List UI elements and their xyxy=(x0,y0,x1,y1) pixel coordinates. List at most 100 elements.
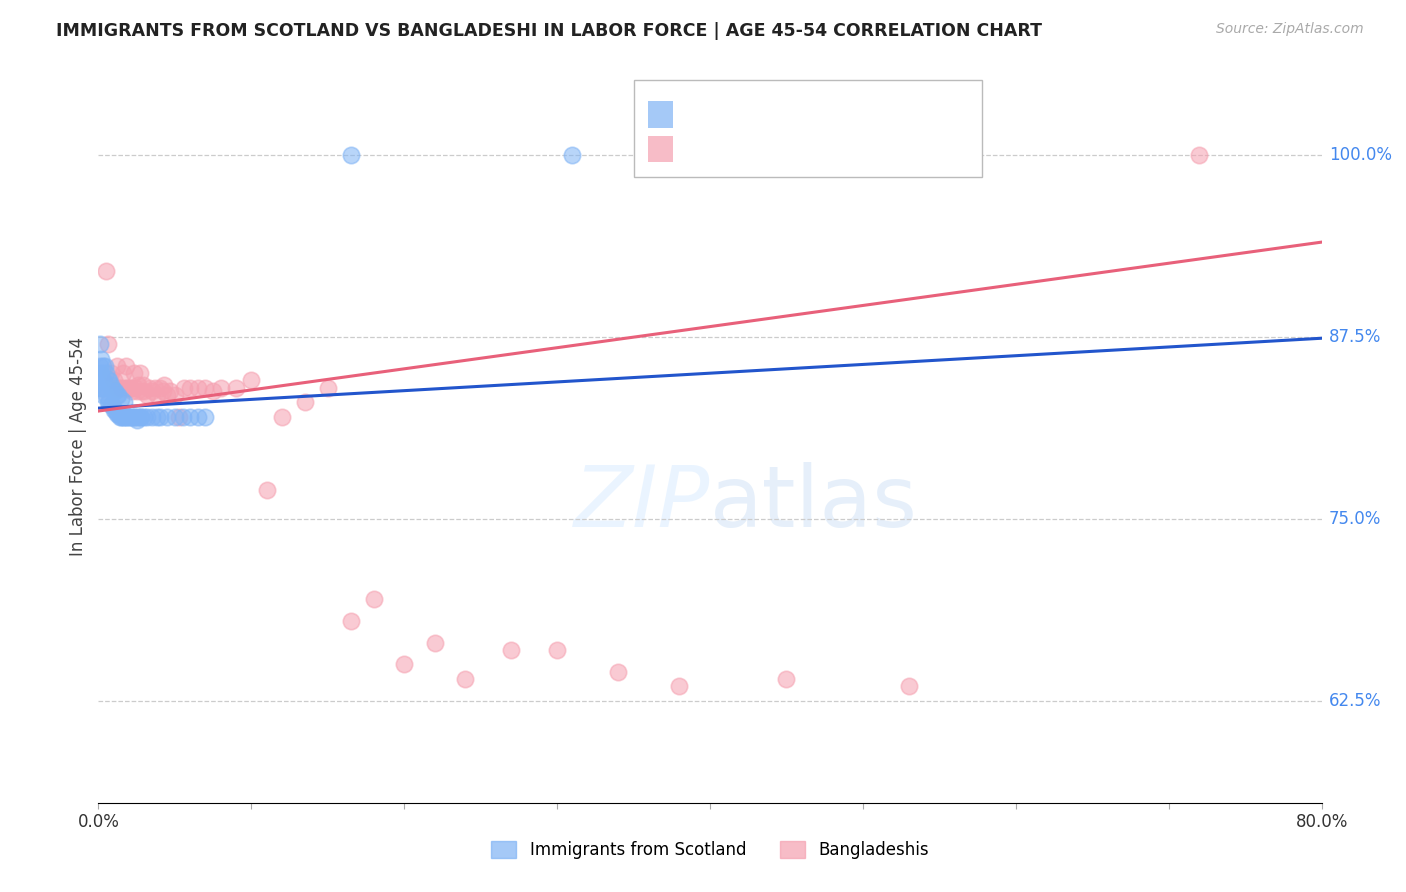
Point xyxy=(93,381,115,395)
Text: 87.5%: 87.5% xyxy=(1329,327,1381,346)
Point xyxy=(546,643,568,657)
Point xyxy=(89,359,111,373)
Point xyxy=(124,381,146,395)
Point xyxy=(138,381,160,395)
Point xyxy=(100,366,122,380)
Point xyxy=(169,409,191,424)
Text: IMMIGRANTS FROM SCOTLAND VS BANGLADESHI IN LABOR FORCE | AGE 45-54 CORRELATION C: IMMIGRANTS FROM SCOTLAND VS BANGLADESHI … xyxy=(56,22,1042,40)
Point xyxy=(112,381,135,395)
Point xyxy=(110,381,132,395)
Y-axis label: In Labor Force | Age 45-54: In Labor Force | Age 45-54 xyxy=(69,336,87,556)
Point xyxy=(103,384,125,398)
Point xyxy=(91,388,114,402)
Point xyxy=(110,392,132,407)
Text: Source: ZipAtlas.com: Source: ZipAtlas.com xyxy=(1216,22,1364,37)
Point xyxy=(173,381,195,395)
Point xyxy=(118,409,141,424)
Point xyxy=(90,366,112,380)
Text: 75.0%: 75.0% xyxy=(1329,510,1381,528)
Text: R =: R = xyxy=(682,106,727,125)
Point xyxy=(94,264,117,278)
Point xyxy=(107,381,129,395)
Point xyxy=(100,398,122,412)
Point xyxy=(179,381,201,395)
Point xyxy=(141,409,163,424)
Point xyxy=(152,384,174,398)
Point xyxy=(897,679,920,693)
Point xyxy=(129,384,152,398)
Point xyxy=(101,398,124,412)
Point xyxy=(561,147,583,161)
Point xyxy=(145,388,167,402)
Point xyxy=(179,409,201,424)
Point xyxy=(112,395,135,409)
Text: atlas: atlas xyxy=(710,461,918,545)
Point xyxy=(89,366,111,380)
Point xyxy=(105,359,128,373)
Point xyxy=(134,384,156,398)
Point xyxy=(136,388,159,402)
Point xyxy=(103,374,125,388)
Point xyxy=(129,409,152,424)
Point xyxy=(363,591,385,606)
Point xyxy=(103,402,125,417)
Point xyxy=(100,377,122,392)
Point xyxy=(115,409,138,424)
Point xyxy=(91,374,114,388)
Point xyxy=(256,483,278,497)
Point xyxy=(194,381,217,395)
Point xyxy=(501,643,523,657)
Point xyxy=(108,409,131,424)
Point xyxy=(90,351,112,366)
Point xyxy=(127,377,149,392)
Text: 61: 61 xyxy=(825,106,851,125)
Point xyxy=(111,409,134,424)
Point xyxy=(107,407,129,421)
Text: 100.0%: 100.0% xyxy=(1329,145,1392,164)
Point xyxy=(121,409,143,424)
Point xyxy=(423,635,446,649)
Point xyxy=(111,366,134,380)
Point xyxy=(454,672,477,686)
Point xyxy=(145,409,167,424)
Point xyxy=(392,657,416,672)
Point xyxy=(153,377,176,392)
Text: R =: R = xyxy=(682,141,727,159)
Point xyxy=(94,366,117,380)
Point xyxy=(112,409,135,424)
Point xyxy=(187,409,209,424)
Point xyxy=(194,409,217,424)
Point xyxy=(209,381,232,395)
Point xyxy=(607,665,630,679)
Text: ZIP: ZIP xyxy=(574,461,710,545)
Text: 62.5%: 62.5% xyxy=(1329,692,1381,710)
Point xyxy=(115,359,138,373)
Point xyxy=(89,381,111,395)
Point xyxy=(125,413,148,427)
Point xyxy=(122,409,145,424)
Point xyxy=(104,402,127,417)
Point xyxy=(143,381,166,395)
Point xyxy=(121,384,143,398)
Point xyxy=(122,366,145,380)
Point xyxy=(775,672,797,686)
Point xyxy=(89,337,111,351)
Point xyxy=(316,381,339,395)
Point xyxy=(118,381,141,395)
Point xyxy=(97,395,120,409)
Point xyxy=(93,359,115,373)
Point xyxy=(141,384,163,398)
Point xyxy=(132,377,155,392)
Text: 0.381: 0.381 xyxy=(720,106,776,125)
Text: N =: N = xyxy=(780,141,838,159)
Point xyxy=(163,388,186,402)
Point xyxy=(187,381,209,395)
Point xyxy=(91,359,114,373)
Text: N =: N = xyxy=(780,106,838,125)
Point xyxy=(98,374,121,388)
Point xyxy=(104,384,127,398)
Point xyxy=(134,409,156,424)
Point xyxy=(270,409,292,424)
Point xyxy=(97,337,120,351)
Point xyxy=(240,374,263,388)
